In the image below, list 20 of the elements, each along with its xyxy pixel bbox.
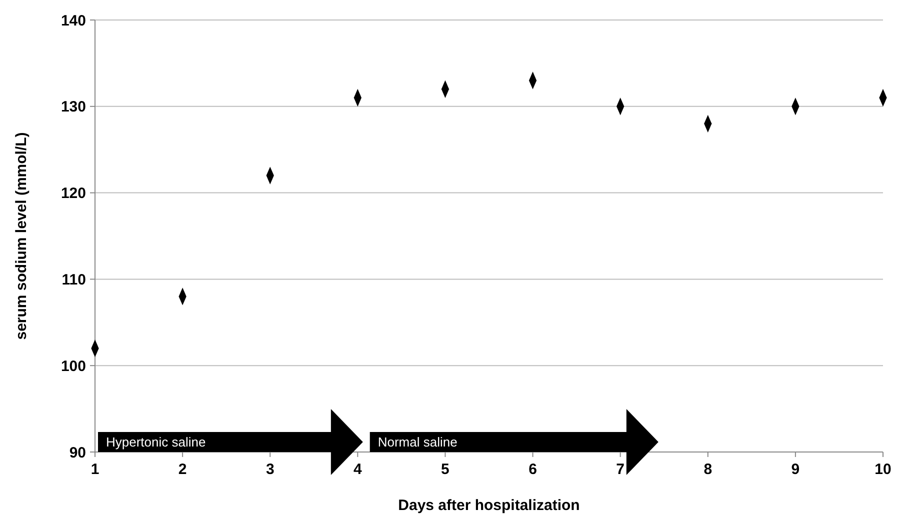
x-tick-label: 9 — [791, 461, 800, 478]
x-tick-label: 5 — [441, 461, 450, 478]
y-tick-label: 140 — [60, 12, 86, 30]
y-tick-label: 90 — [69, 444, 86, 462]
x-tick-label: 4 — [353, 461, 362, 478]
x-tick-label: 7 — [616, 461, 625, 478]
x-tick-label: 3 — [266, 461, 274, 478]
x-tick-label: 8 — [704, 461, 712, 478]
x-tick-label: 6 — [528, 461, 537, 478]
y-tick-label: 130 — [60, 98, 86, 116]
x-tick-label: 10 — [874, 461, 892, 478]
x-axis-title: Days after hospitalization — [398, 497, 580, 514]
y-tick-label: 120 — [60, 185, 86, 202]
x-tick-label: 2 — [178, 461, 187, 478]
annotation: Normal saline — [378, 434, 458, 450]
x-tick-label: 1 — [90, 461, 100, 478]
annotation: Hypertonic saline — [106, 434, 206, 450]
y-axis-title: serum sodium level (mmol/L) — [13, 132, 30, 340]
y-tick-label: 100 — [60, 358, 86, 375]
y-tick-label: 110 — [62, 271, 86, 288]
